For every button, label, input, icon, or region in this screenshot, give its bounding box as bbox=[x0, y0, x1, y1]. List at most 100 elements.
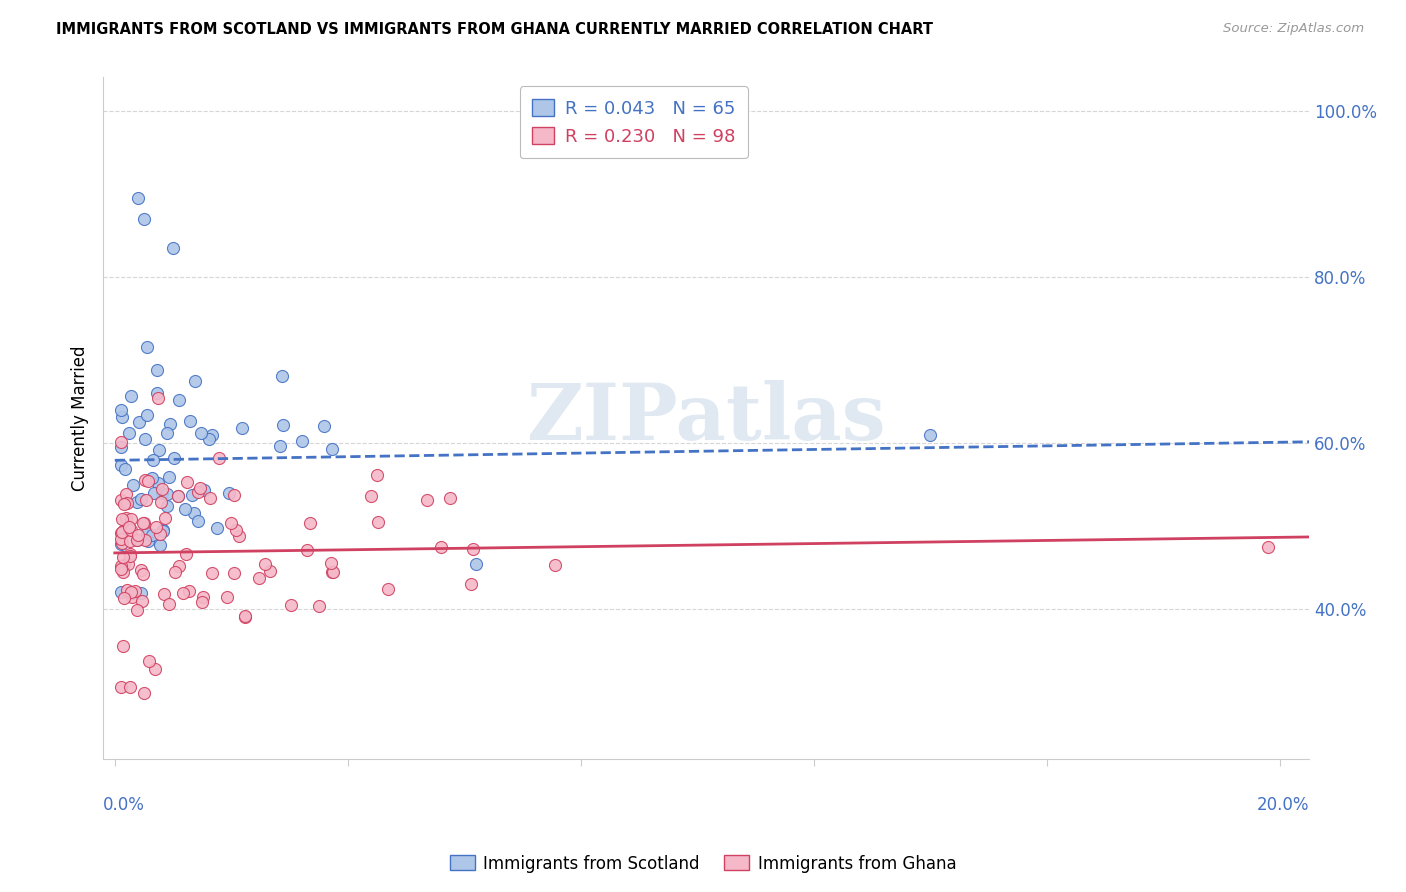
Point bbox=[146, 475, 169, 490]
Point bbox=[128, 415, 150, 429]
Point bbox=[121, 590, 143, 604]
Point bbox=[321, 565, 343, 579]
Point bbox=[460, 576, 482, 591]
Point bbox=[155, 500, 177, 514]
Point bbox=[120, 548, 142, 562]
Point bbox=[111, 525, 134, 540]
Point bbox=[183, 507, 205, 521]
Point bbox=[114, 591, 136, 605]
Point bbox=[118, 426, 141, 441]
Point bbox=[131, 594, 153, 608]
Point bbox=[120, 388, 142, 402]
Point bbox=[127, 495, 149, 509]
Point bbox=[118, 520, 141, 534]
Point bbox=[319, 556, 342, 570]
Point bbox=[129, 585, 152, 599]
Point bbox=[224, 487, 246, 501]
Point bbox=[181, 488, 204, 502]
Point bbox=[157, 597, 180, 611]
Point bbox=[167, 392, 190, 407]
Point bbox=[110, 440, 132, 454]
Text: IMMIGRANTS FROM SCOTLAND VS IMMIGRANTS FROM GHANA CURRENTLY MARRIED CORRELATION : IMMIGRANTS FROM SCOTLAND VS IMMIGRANTS F… bbox=[56, 22, 934, 37]
Point bbox=[124, 584, 146, 599]
Point bbox=[1257, 540, 1279, 554]
Point bbox=[146, 386, 169, 401]
Point bbox=[218, 485, 240, 500]
Point bbox=[201, 428, 224, 442]
Point bbox=[280, 598, 302, 612]
Point bbox=[110, 585, 132, 599]
Point bbox=[205, 521, 228, 535]
Point bbox=[112, 497, 135, 511]
Point bbox=[321, 442, 343, 456]
Point bbox=[201, 566, 224, 580]
Point bbox=[463, 542, 485, 557]
Point bbox=[110, 434, 132, 449]
Point bbox=[198, 433, 221, 447]
Point bbox=[148, 391, 170, 405]
Point bbox=[111, 639, 134, 653]
Point bbox=[142, 486, 165, 500]
Point bbox=[259, 564, 281, 578]
Point bbox=[120, 585, 142, 599]
Point bbox=[167, 559, 190, 574]
Point bbox=[121, 585, 143, 599]
Point bbox=[110, 680, 132, 694]
Point bbox=[134, 686, 156, 700]
Point bbox=[136, 525, 159, 540]
Point bbox=[367, 515, 389, 529]
Point bbox=[117, 557, 139, 571]
Point bbox=[163, 565, 186, 579]
Point bbox=[231, 421, 253, 435]
Point bbox=[166, 489, 188, 503]
Point bbox=[322, 565, 344, 579]
Point bbox=[127, 527, 149, 541]
Point bbox=[141, 471, 163, 485]
Point bbox=[152, 524, 174, 539]
Point bbox=[110, 403, 132, 417]
Point bbox=[235, 609, 257, 624]
Point bbox=[155, 487, 177, 501]
Point bbox=[271, 417, 294, 432]
Point bbox=[120, 680, 142, 694]
Point bbox=[198, 491, 221, 505]
Point bbox=[110, 526, 132, 541]
Point bbox=[110, 458, 132, 472]
Point bbox=[430, 540, 453, 554]
Point bbox=[465, 557, 488, 571]
Point bbox=[153, 511, 176, 525]
Text: Source: ZipAtlas.com: Source: ZipAtlas.com bbox=[1223, 22, 1364, 36]
Text: 20.0%: 20.0% bbox=[1257, 797, 1309, 814]
Point bbox=[111, 536, 134, 550]
Point bbox=[191, 590, 214, 604]
Point bbox=[167, 489, 190, 503]
Point bbox=[377, 582, 399, 596]
Point bbox=[224, 566, 246, 580]
Point bbox=[215, 591, 238, 605]
Point bbox=[172, 586, 194, 600]
Point bbox=[152, 523, 174, 537]
Point bbox=[132, 566, 155, 581]
Point bbox=[136, 534, 159, 549]
Point bbox=[308, 599, 330, 613]
Point bbox=[298, 516, 321, 531]
Point bbox=[152, 587, 174, 601]
Point bbox=[115, 511, 138, 525]
Point bbox=[271, 369, 294, 384]
Point bbox=[247, 571, 270, 585]
Point bbox=[134, 533, 156, 548]
Point bbox=[110, 409, 132, 424]
Point bbox=[112, 523, 135, 537]
Point bbox=[136, 341, 159, 355]
Point bbox=[208, 451, 231, 466]
Point bbox=[129, 563, 152, 577]
Point bbox=[122, 477, 145, 491]
Point bbox=[360, 489, 382, 503]
Point bbox=[269, 439, 291, 453]
Point bbox=[141, 528, 163, 542]
Point bbox=[120, 512, 142, 526]
Point bbox=[179, 413, 201, 427]
Point bbox=[132, 211, 155, 226]
Point bbox=[138, 654, 160, 668]
Point bbox=[162, 241, 184, 255]
